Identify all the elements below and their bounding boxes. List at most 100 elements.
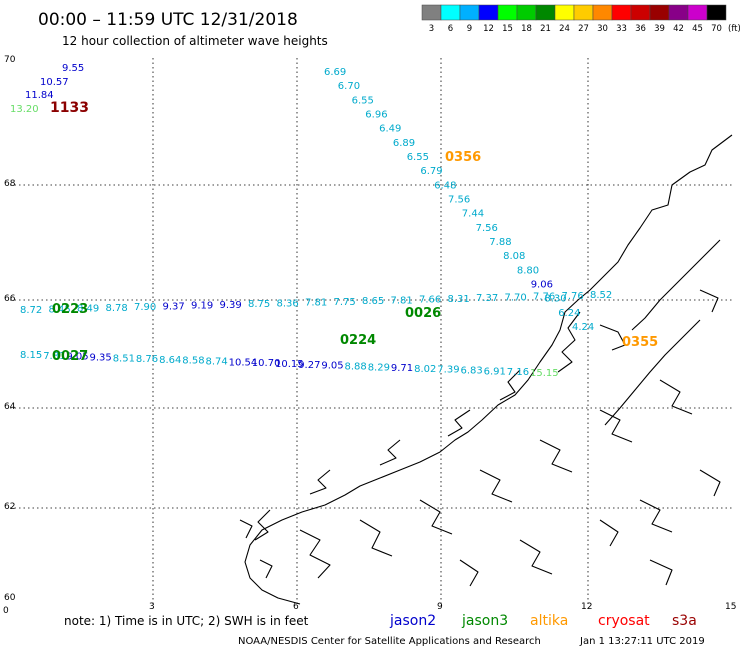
wave-height-label: 6.89 bbox=[393, 138, 415, 149]
pass-time-label: 1133 bbox=[50, 100, 89, 116]
x-tick: 9 bbox=[437, 602, 443, 612]
wave-height-label: 7.81 bbox=[391, 295, 413, 306]
legend-label: 6 bbox=[448, 24, 453, 34]
legend-label: 33 bbox=[616, 24, 627, 34]
wave-height-label: 10.54 bbox=[229, 357, 258, 368]
wave-height-label: 6.48 bbox=[434, 180, 456, 191]
legend-swatch bbox=[497, 4, 518, 21]
page-title: 00:00 – 11:59 UTC 12/31/2018 bbox=[38, 10, 298, 30]
track-jason3: 6.69 6.70 6.55 6.96 6.49 6.89 6.55 6.79 6.48 7.56… bbox=[324, 67, 594, 333]
wave-height-label: 9.27 bbox=[298, 360, 320, 371]
legend-swatch bbox=[516, 4, 537, 21]
legend-label: 42 bbox=[673, 24, 684, 34]
wave-height-label: 6.91 bbox=[484, 366, 506, 377]
wave-height-label: 8.49 bbox=[77, 304, 99, 315]
x-tick: 0 bbox=[3, 606, 9, 616]
wave-height-label: 8.51 bbox=[113, 353, 135, 364]
pass-time-label: 0355 bbox=[622, 335, 658, 350]
wave-height-label: 7.44 bbox=[462, 209, 484, 220]
wave-height-label: 7.81 bbox=[305, 298, 327, 309]
wave-height-label: 6.49 bbox=[379, 124, 401, 135]
norway-coastline bbox=[239, 134, 733, 605]
x-tick: 12 bbox=[581, 602, 592, 612]
wave-height-label: 8.45 bbox=[49, 304, 71, 315]
legend-label: 18 bbox=[521, 24, 532, 34]
legend-swatch bbox=[535, 4, 556, 21]
wave-height-label: 6.55 bbox=[407, 152, 429, 163]
legend-label: 15 bbox=[502, 24, 513, 34]
legend-swatch bbox=[440, 4, 461, 21]
legend-s3a: s3a bbox=[672, 613, 697, 629]
wave-height-label: 8.72 bbox=[20, 305, 42, 316]
wave-height-label: 10.15 bbox=[275, 359, 304, 370]
wave-height-label: 9.19 bbox=[191, 301, 213, 312]
wave-height-label: 7.39 bbox=[437, 365, 459, 376]
legend-swatch bbox=[706, 4, 727, 21]
wave-height-label: 8.52 bbox=[590, 290, 612, 301]
legend-jason2: jason2 bbox=[389, 613, 436, 629]
wave-height-label: 6.69 bbox=[324, 67, 346, 78]
wave-height-label: 8.80 bbox=[517, 265, 539, 276]
track-jason2: 9.55 10.57 11.84 13.20 1133 bbox=[10, 63, 89, 116]
legend-unit: (ft) bbox=[728, 24, 740, 34]
wave-height-label: 15.15 bbox=[530, 368, 559, 379]
legend-label: 36 bbox=[635, 24, 646, 34]
y-tick: 66 bbox=[4, 294, 16, 304]
legend-label: 39 bbox=[654, 24, 665, 34]
x-tick: 15 bbox=[725, 602, 736, 612]
track-track-0026: 0026 bbox=[405, 306, 441, 321]
wave-height-label: 9.06 bbox=[531, 280, 553, 291]
wave-height-label: 8.15 bbox=[20, 350, 42, 361]
track-track-0224: 0224 bbox=[340, 333, 376, 348]
wave-height-label: 7.75 bbox=[334, 297, 356, 308]
wave-height-label: 4.24 bbox=[572, 322, 594, 333]
pass-time-label: 0026 bbox=[405, 306, 441, 321]
track-track-0223: 8.72 8.45 8.49 8.78 7.90 9.37 9.19 9.39 8.75 8.36… bbox=[20, 290, 612, 317]
pass-time-label: 0223 bbox=[52, 302, 88, 317]
legend-swatch bbox=[421, 4, 442, 21]
wave-height-label: 7.16 bbox=[507, 367, 529, 378]
wave-height-label: 7.88 bbox=[489, 237, 511, 248]
legend-label: 21 bbox=[540, 24, 551, 34]
legend-label: 45 bbox=[692, 24, 703, 34]
pass-time-label: 0356 bbox=[445, 150, 481, 165]
track-track-0027: 8.15 7.81 9.05 9.35 8.51 8.76 8.64 8.58 8.74 10.5… bbox=[20, 349, 559, 379]
wave-height-label: 7.56 bbox=[476, 223, 498, 234]
wave-height-label: 7.66 bbox=[419, 295, 441, 306]
y-tick: 70 bbox=[4, 55, 16, 65]
wave-height-label: 9.05 bbox=[66, 352, 88, 363]
y-tick: 64 bbox=[4, 402, 16, 412]
legend-swatch bbox=[573, 4, 594, 21]
wave-height-label: 8.88 bbox=[345, 362, 367, 373]
legend-label: 30 bbox=[597, 24, 608, 34]
legend-jason3: jason3 bbox=[461, 613, 508, 629]
legend-altika: altika bbox=[530, 613, 568, 629]
wave-height-label: 9.39 bbox=[220, 300, 242, 311]
footer-note: note: 1) Time is in UTC; 2) SWH is in fe… bbox=[64, 614, 309, 628]
legend-swatch bbox=[668, 4, 689, 21]
legend-swatch bbox=[611, 4, 632, 21]
wave-height-label: 8.64 bbox=[159, 355, 181, 366]
wave-height-label: 6.83 bbox=[461, 366, 483, 377]
wave-height-label: 7.37 bbox=[476, 293, 498, 304]
wave-height-label: 6.96 bbox=[365, 110, 387, 121]
wave-height-label: 8.78 bbox=[106, 303, 128, 314]
wave-height-label: 9.37 bbox=[163, 301, 185, 312]
x-tick: 6 bbox=[293, 602, 299, 612]
footer-timestamp: Jan 1 13:27:11 UTC 2019 bbox=[579, 636, 705, 647]
lat-lon-grid bbox=[10, 58, 732, 605]
wave-height-label: 8.58 bbox=[182, 356, 204, 367]
wave-height-label: 6.55 bbox=[352, 95, 374, 106]
wave-height-label: 10.70 bbox=[252, 358, 281, 369]
wave-height-label: 7.76 bbox=[533, 292, 555, 303]
legend-swatch bbox=[649, 4, 670, 21]
wave-height-label: 7.76 bbox=[562, 291, 584, 302]
pass-time-label: 0224 bbox=[340, 333, 376, 348]
wave-height-label: 8.74 bbox=[206, 357, 228, 368]
wave-height-label: 11.84 bbox=[25, 90, 54, 101]
legend-label: 12 bbox=[483, 24, 494, 34]
legend-swatch bbox=[687, 4, 708, 21]
wave-height-label: 9.71 bbox=[391, 363, 413, 374]
